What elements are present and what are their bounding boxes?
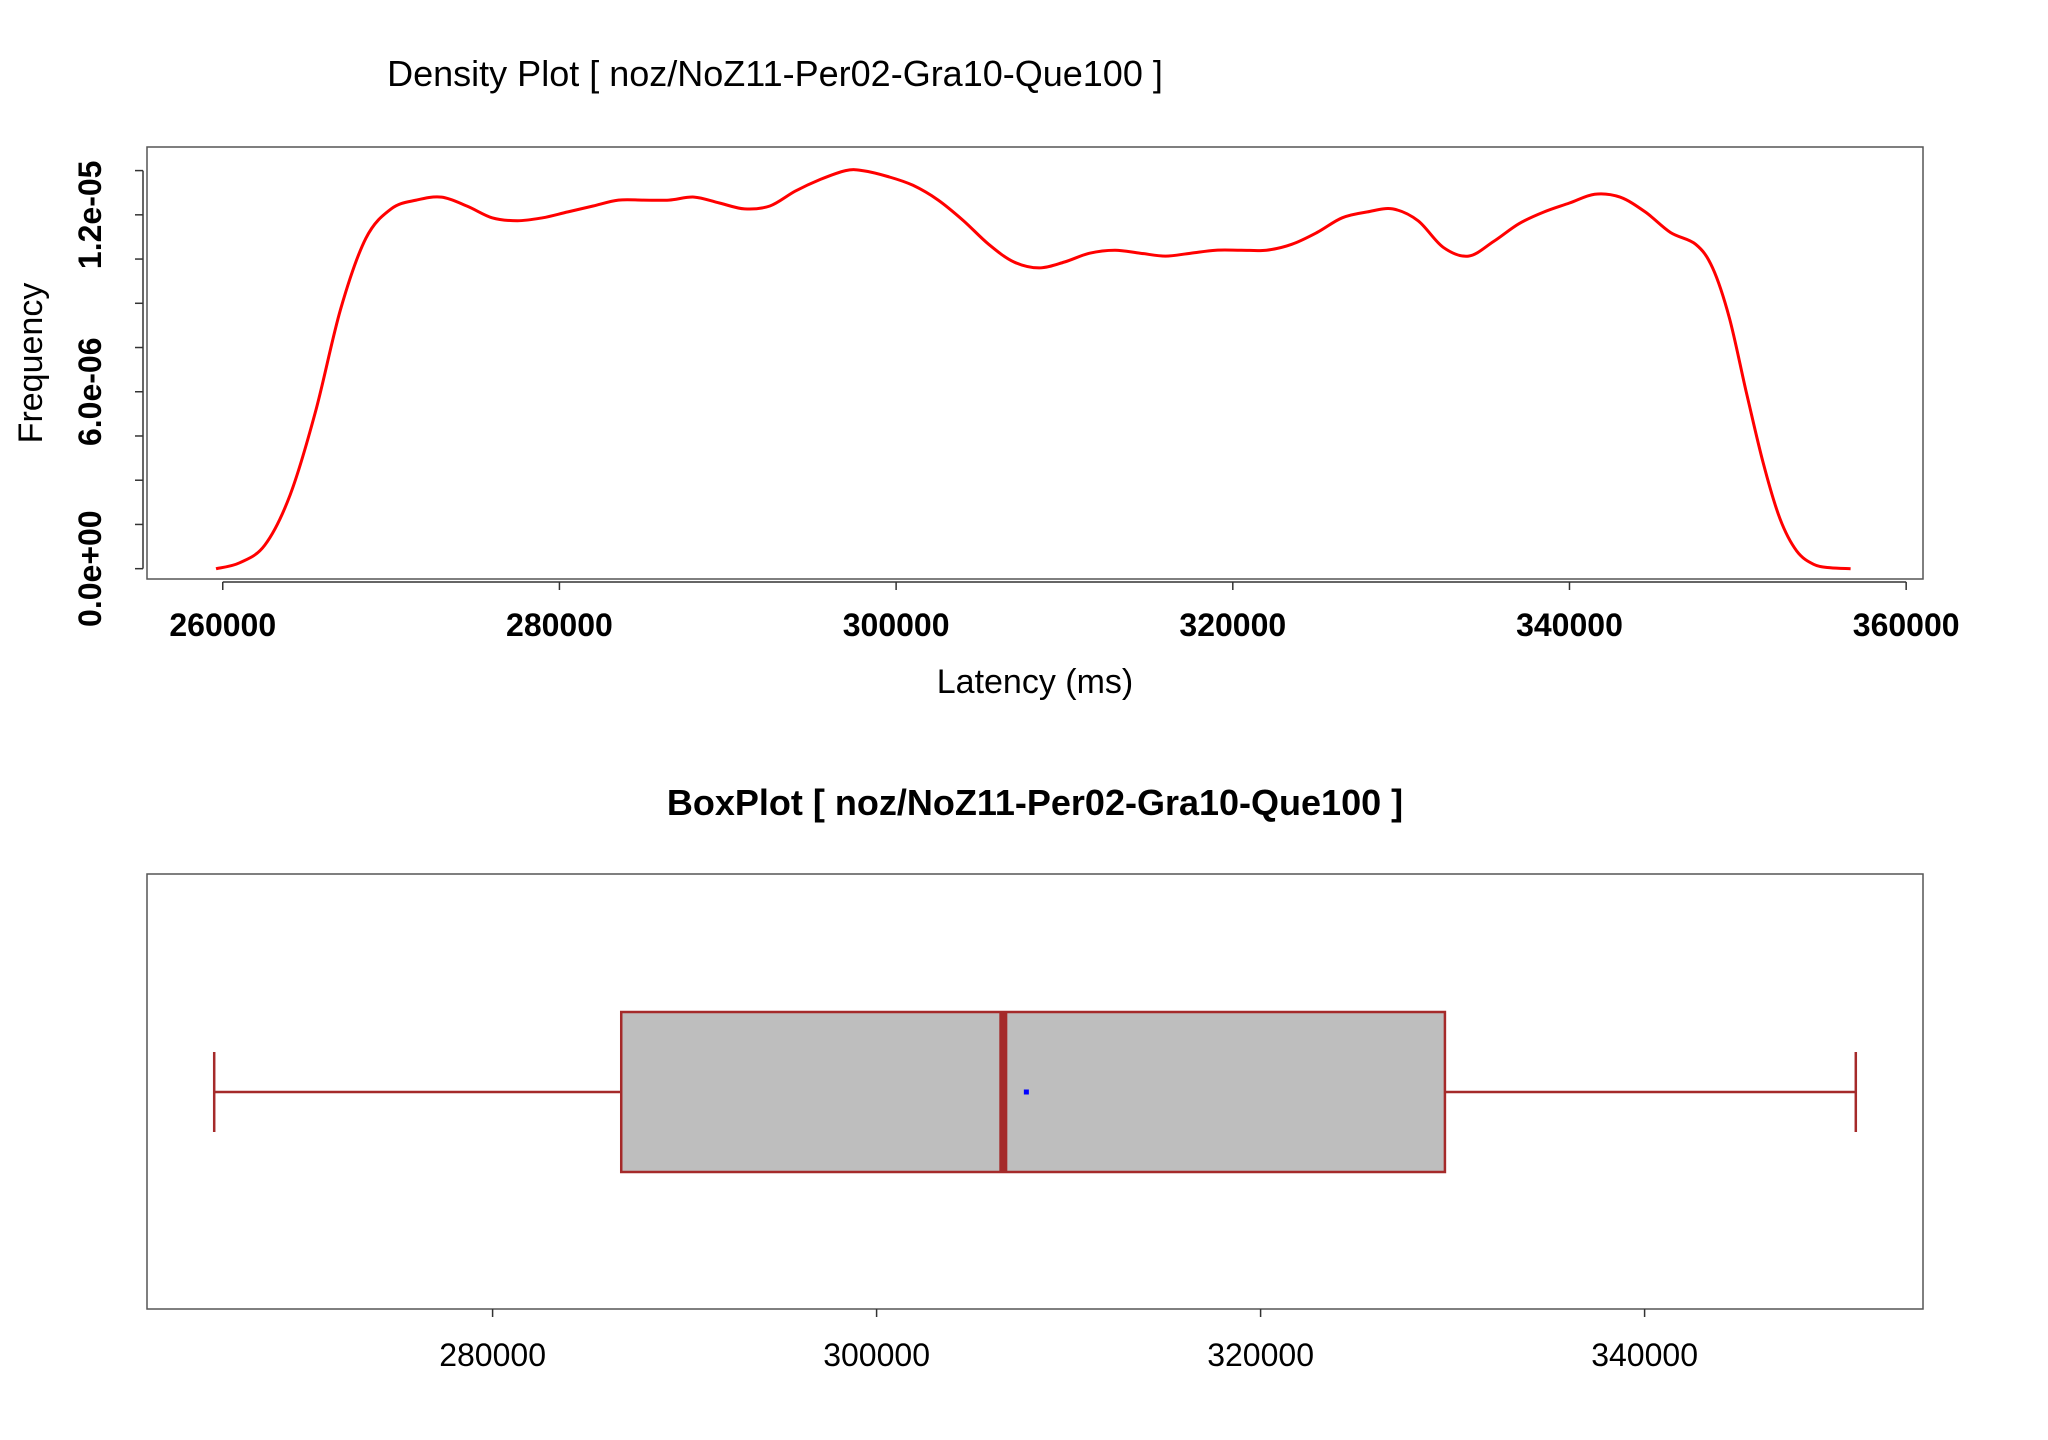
box-x-tick-label: 280000 xyxy=(439,1337,546,1373)
box-x-tick-label: 340000 xyxy=(1591,1337,1698,1373)
density-curve xyxy=(215,168,1851,571)
box-mean-marker xyxy=(1023,1089,1029,1095)
density-x-tick-label: 260000 xyxy=(169,607,276,643)
density-y-tick-label: 1.2e-05 xyxy=(72,161,108,270)
density-plot-panel: Density Plot [ noz/NoZ11-Per02-Gra10-Que… xyxy=(12,53,1960,701)
density-x-axis-label: Latency (ms) xyxy=(937,663,1134,701)
box-plot-title: BoxPlot [ noz/NoZ11-Per02-Gra10-Que100 ] xyxy=(667,782,1403,823)
box-x-tick-label: 300000 xyxy=(823,1337,930,1373)
density-x-tick-label: 280000 xyxy=(506,607,613,643)
density-y-tick-label: 0.0e+00 xyxy=(72,510,108,627)
density-y-axis-label: Frequency xyxy=(12,283,50,444)
box-plot-panel: BoxPlot [ noz/NoZ11-Per02-Gra10-Que100 ]… xyxy=(146,782,1924,1373)
density-plot-title: Density Plot [ noz/NoZ11-Per02-Gra10-Que… xyxy=(387,53,1163,94)
box-axes: 280000 300000 320000 340000 xyxy=(439,1309,1698,1373)
box-iqr-rect xyxy=(619,1010,1447,1174)
density-x-tick-label: 320000 xyxy=(1179,607,1286,643)
box-plot-frame xyxy=(146,873,1924,1310)
density-y-tick-label: 6.0e-06 xyxy=(72,337,108,446)
density-x-tick-label: 340000 xyxy=(1516,607,1623,643)
box-marks xyxy=(212,1010,1858,1174)
box-x-tick-label: 320000 xyxy=(1207,1337,1314,1373)
density-plot-frame xyxy=(146,146,1924,580)
density-axes: 260000 280000 300000 320000 340000 360000 0.0e… xyxy=(72,161,1960,643)
density-x-tick-label: 300000 xyxy=(843,607,950,643)
density-x-tick-label: 360000 xyxy=(1853,607,1960,643)
